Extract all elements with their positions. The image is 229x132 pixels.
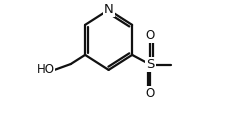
Text: N: N bbox=[104, 3, 114, 16]
Text: O: O bbox=[146, 29, 155, 43]
Text: S: S bbox=[146, 58, 155, 71]
Text: O: O bbox=[146, 87, 155, 100]
Text: HO: HO bbox=[36, 63, 55, 76]
